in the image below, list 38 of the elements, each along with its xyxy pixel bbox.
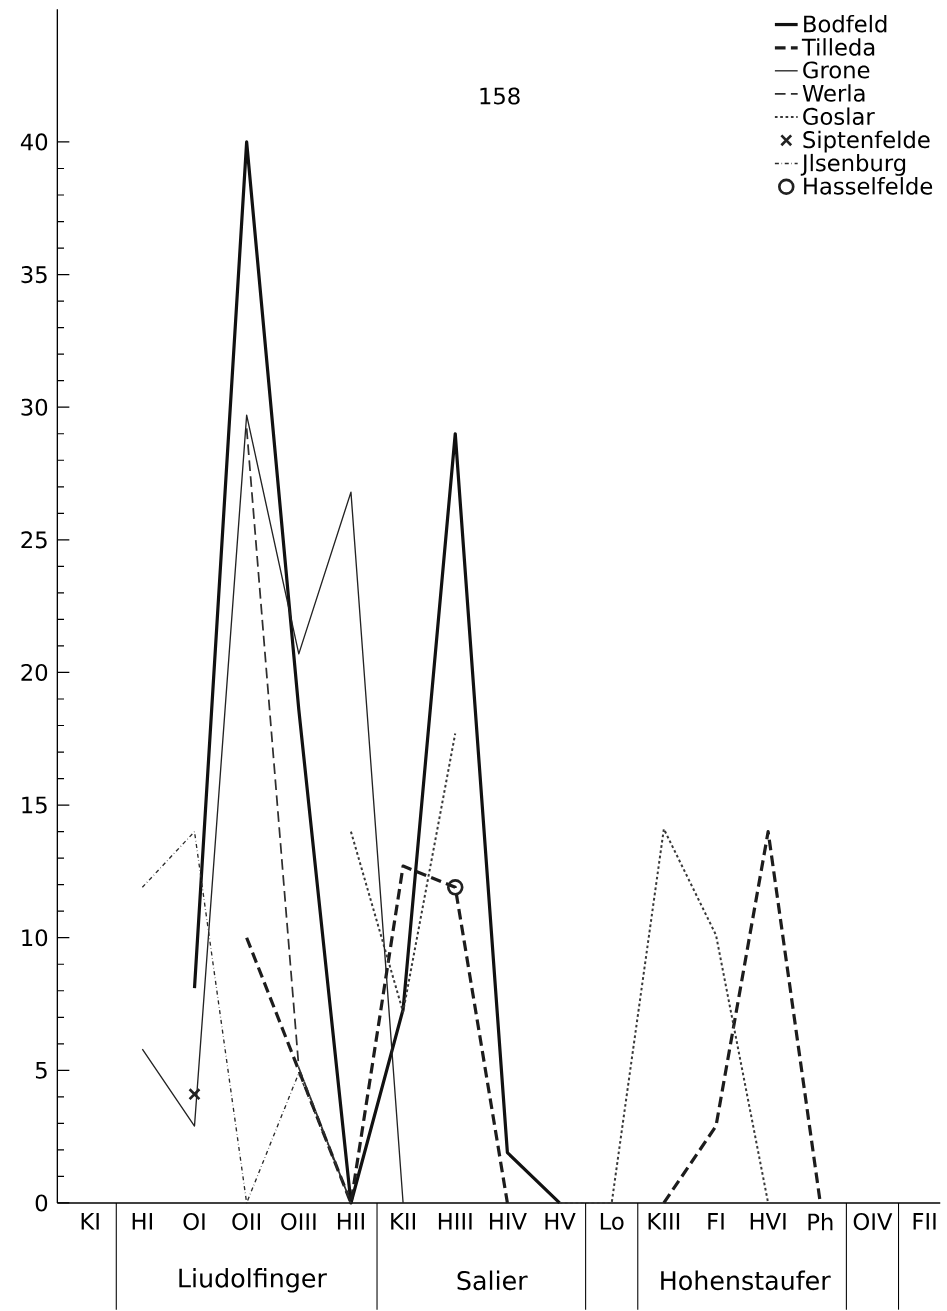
legend-label: Grone — [803, 61, 870, 79]
x-tick-label: FII — [913, 1213, 936, 1230]
y-tick-label: 40 — [20, 133, 48, 151]
legend-label: Siptenfelde — [803, 130, 930, 153]
y-tick-label: 35 — [21, 266, 47, 284]
text: Hohenstaufer — [661, 1270, 831, 1291]
text: Salier — [457, 1270, 528, 1291]
x-tick-label: HI — [132, 1213, 153, 1230]
y-tick-label: 5 — [36, 1061, 47, 1079]
x-tick-label: OIV — [853, 1213, 893, 1231]
legend-label: Jlsenburg — [800, 153, 906, 176]
y-tick-label: 10 — [22, 929, 48, 947]
legend-label: Tilleda — [801, 38, 875, 56]
x-tick-label: HII — [338, 1213, 364, 1230]
y-tick-label: 0 — [35, 1194, 48, 1212]
x-tick-label: Lo — [600, 1213, 624, 1230]
text: Liudolfinger — [179, 1268, 327, 1293]
legend-label: Bodfeld — [804, 14, 887, 33]
x-tick-label: HIV — [490, 1213, 527, 1230]
x-tick-label: HV — [545, 1213, 576, 1230]
legend-label: Hasselfelde — [804, 177, 933, 195]
y-tick-label: 20 — [21, 663, 48, 682]
x-tick-label: Ph — [808, 1213, 833, 1231]
x-tick-label: KIII — [648, 1213, 680, 1230]
x-tick-label: KI — [81, 1213, 99, 1230]
legend-label: Goslar — [803, 107, 875, 125]
y-tick-label: 30 — [21, 398, 48, 416]
legend-label: Werla — [802, 84, 865, 102]
x-tick-label: FI — [708, 1213, 724, 1230]
x-tick-label: OI — [183, 1213, 205, 1231]
x-tick-label: OIII — [281, 1213, 316, 1231]
x-tick-label: HVI — [750, 1213, 786, 1230]
x-tick-label: OII — [232, 1213, 261, 1231]
x-tick-label: HIII — [438, 1213, 472, 1230]
annotation: 158 — [480, 87, 520, 105]
y-tick-label: 15 — [22, 796, 47, 814]
y-tick-label: 25 — [21, 531, 47, 549]
x-tick-label: KII — [391, 1213, 416, 1230]
